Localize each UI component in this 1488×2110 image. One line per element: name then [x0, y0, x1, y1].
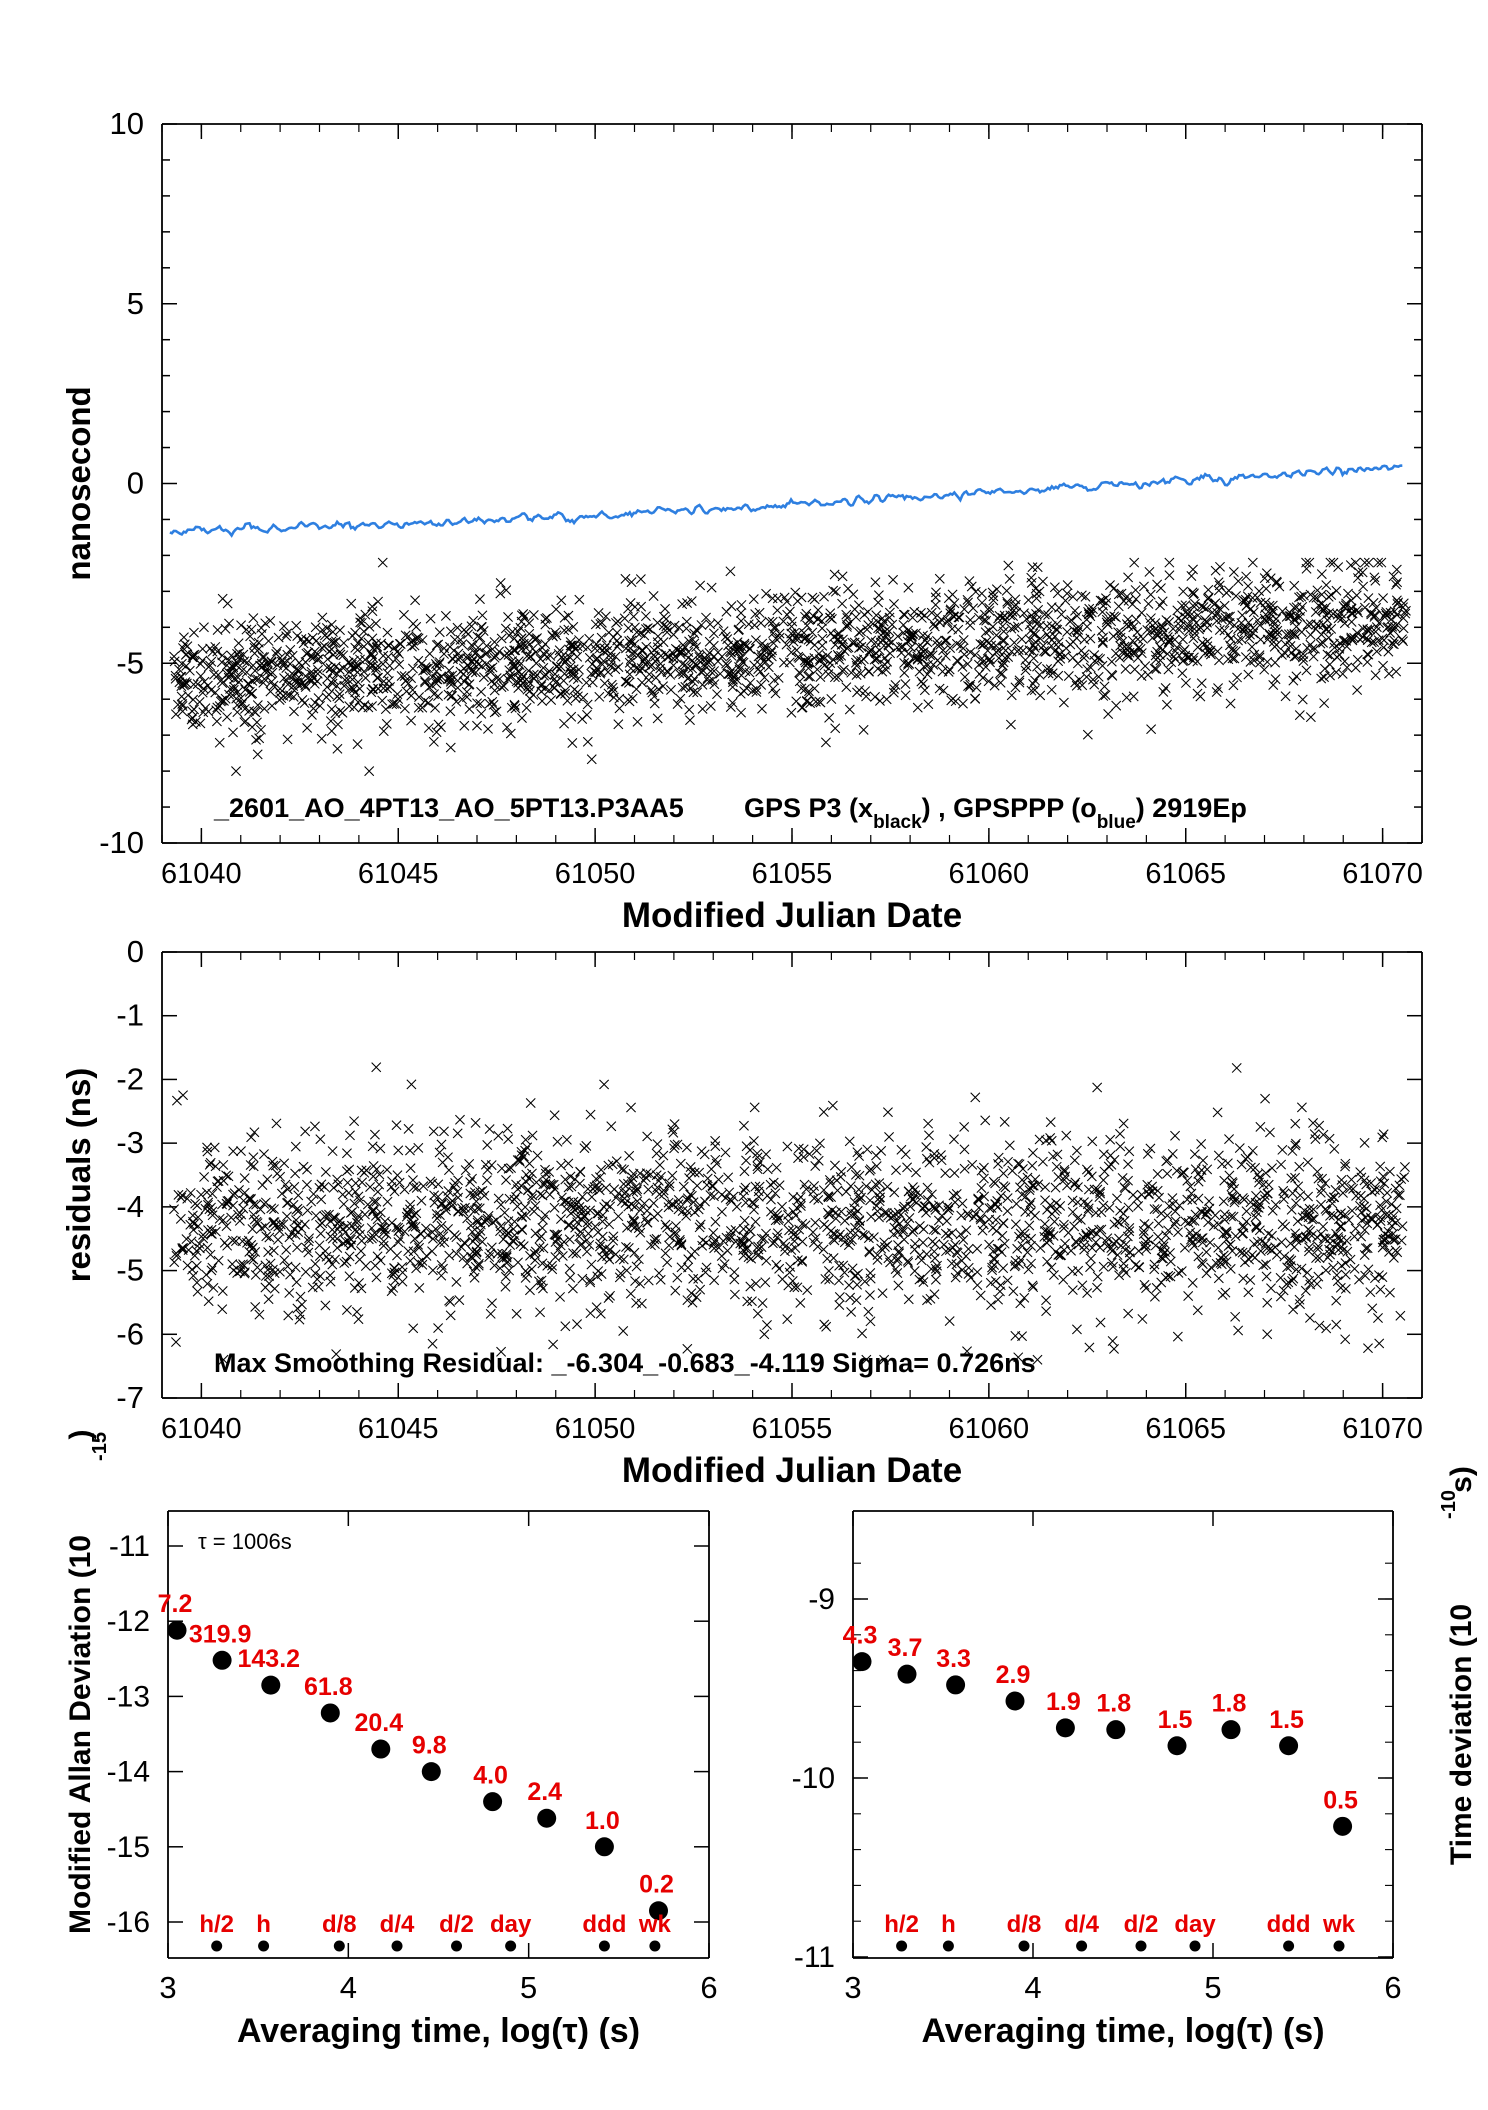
svg-text:0: 0: [127, 934, 144, 969]
svg-text:-1: -1: [116, 998, 144, 1033]
svg-text:4: 4: [340, 1970, 357, 2005]
svg-text:d/8: d/8: [1007, 1911, 1042, 1938]
svg-text:0: 0: [127, 466, 144, 501]
svg-text:-16: -16: [107, 1906, 150, 1939]
svg-text:-5: -5: [116, 645, 144, 680]
svg-text:1.9: 1.9: [1046, 1688, 1081, 1716]
svg-text:d/4: d/4: [380, 1911, 415, 1938]
svg-text:10: 10: [110, 106, 144, 141]
svg-text:nanosecond: nanosecond: [60, 386, 97, 580]
svg-text:9.8: 9.8: [412, 1732, 447, 1760]
svg-text:-6: -6: [116, 1316, 144, 1351]
svg-text:61070: 61070: [1342, 1413, 1423, 1445]
svg-text:20.4: 20.4: [354, 1709, 403, 1737]
svg-text:0.2: 0.2: [639, 1871, 674, 1899]
svg-text:5: 5: [1204, 1970, 1221, 2005]
svg-text:ddd: ddd: [582, 1911, 626, 1938]
svg-text:4: 4: [1024, 1970, 1041, 2005]
svg-text:6: 6: [1384, 1970, 1401, 2005]
svg-text:s): s): [1445, 1466, 1478, 1493]
svg-text:-10: -10: [1438, 1490, 1460, 1519]
svg-text:61065: 61065: [1145, 1413, 1226, 1445]
svg-text:τ = 1006s: τ = 1006s: [198, 1529, 292, 1554]
svg-text:-11: -11: [794, 1941, 835, 1974]
svg-text:Time deviation (10: Time deviation (10: [1445, 1604, 1478, 1865]
svg-text:-11: -11: [109, 1530, 150, 1563]
svg-text:Modified Julian Date: Modified Julian Date: [622, 896, 962, 935]
svg-text:-10: -10: [99, 825, 144, 860]
svg-text:61055: 61055: [752, 1413, 833, 1445]
svg-text:5: 5: [127, 286, 144, 321]
svg-text:3.7: 3.7: [888, 1634, 923, 1662]
svg-text:-7: -7: [116, 1380, 144, 1415]
svg-text:d/2: d/2: [1124, 1911, 1159, 1938]
svg-text:61065: 61065: [1145, 858, 1226, 890]
svg-text:d/8: d/8: [322, 1911, 357, 1938]
svg-text:1.5: 1.5: [1158, 1706, 1193, 1734]
svg-text:2.9: 2.9: [996, 1661, 1031, 1689]
svg-text:3: 3: [159, 1970, 176, 2005]
svg-text:1.8: 1.8: [1212, 1690, 1247, 1718]
svg-text:4.0: 4.0: [473, 1762, 508, 1790]
svg-text:Modified Julian Date: Modified Julian Date: [622, 1451, 962, 1490]
svg-text:h/2: h/2: [884, 1911, 919, 1938]
svg-text:-5: -5: [116, 1253, 144, 1288]
svg-text:-15: -15: [107, 1831, 150, 1864]
svg-text:1.8: 1.8: [1096, 1690, 1131, 1718]
svg-text:3.3: 3.3: [936, 1645, 971, 1673]
svg-text:61045: 61045: [358, 1413, 439, 1445]
svg-text:-12: -12: [107, 1605, 150, 1638]
svg-text:61040: 61040: [161, 1413, 242, 1445]
svg-text:5: 5: [520, 1970, 537, 2005]
svg-text:d/2: d/2: [439, 1911, 474, 1938]
svg-text:0.5: 0.5: [1323, 1786, 1358, 1814]
svg-text:6: 6: [700, 1970, 717, 2005]
svg-text:319.9: 319.9: [189, 1620, 252, 1648]
svg-text:1.0: 1.0: [585, 1807, 620, 1835]
svg-text:61070: 61070: [1342, 858, 1423, 890]
svg-text:2.4: 2.4: [527, 1778, 562, 1806]
svg-text:day: day: [1174, 1911, 1216, 1938]
svg-text:Averaging time, log(τ) (s): Averaging time, log(τ) (s): [237, 2012, 640, 2050]
svg-text:Averaging time, log(τ) (s): Averaging time, log(τ) (s): [921, 2012, 1324, 2050]
svg-text:_2601_AO_4PT13_AO_5PT13.P3AA5: _2601_AO_4PT13_AO_5PT13.P3AA5: [213, 793, 684, 823]
svg-text:143.2: 143.2: [238, 1645, 301, 1673]
svg-text:day: day: [490, 1911, 532, 1938]
svg-text:61060: 61060: [949, 1413, 1030, 1445]
svg-text:-14: -14: [107, 1756, 150, 1789]
svg-text:): ): [64, 1430, 97, 1440]
svg-text:61050: 61050: [555, 858, 636, 890]
svg-text:wk: wk: [1322, 1911, 1356, 1938]
svg-text:3: 3: [844, 1970, 861, 2005]
svg-text:61.8: 61.8: [304, 1673, 353, 1701]
svg-text:61045: 61045: [358, 858, 439, 890]
svg-text:-4: -4: [116, 1189, 144, 1224]
svg-text:-9: -9: [808, 1583, 835, 1616]
svg-text:-10: -10: [792, 1762, 835, 1795]
svg-text:61050: 61050: [555, 1413, 636, 1445]
svg-text:Modified Allan Deviation (10: Modified Allan Deviation (10: [64, 1535, 97, 1934]
svg-text:61060: 61060: [949, 858, 1030, 890]
svg-text:61055: 61055: [752, 858, 833, 890]
svg-text:h/2: h/2: [199, 1911, 234, 1938]
svg-text:ddd: ddd: [1267, 1911, 1311, 1938]
svg-text:-3: -3: [116, 1125, 144, 1160]
svg-text:residuals (ns): residuals (ns): [60, 1068, 97, 1283]
svg-text:d/4: d/4: [1064, 1911, 1099, 1938]
svg-text:1.5: 1.5: [1269, 1706, 1304, 1734]
svg-text:4.3: 4.3: [843, 1622, 878, 1650]
svg-text:-13: -13: [107, 1680, 150, 1713]
svg-text:7.2: 7.2: [158, 1590, 193, 1618]
svg-text:wk: wk: [638, 1911, 672, 1938]
svg-text:h: h: [256, 1911, 271, 1938]
svg-text:-2: -2: [116, 1061, 144, 1096]
svg-text:61040: 61040: [161, 858, 242, 890]
svg-text:h: h: [941, 1911, 956, 1938]
